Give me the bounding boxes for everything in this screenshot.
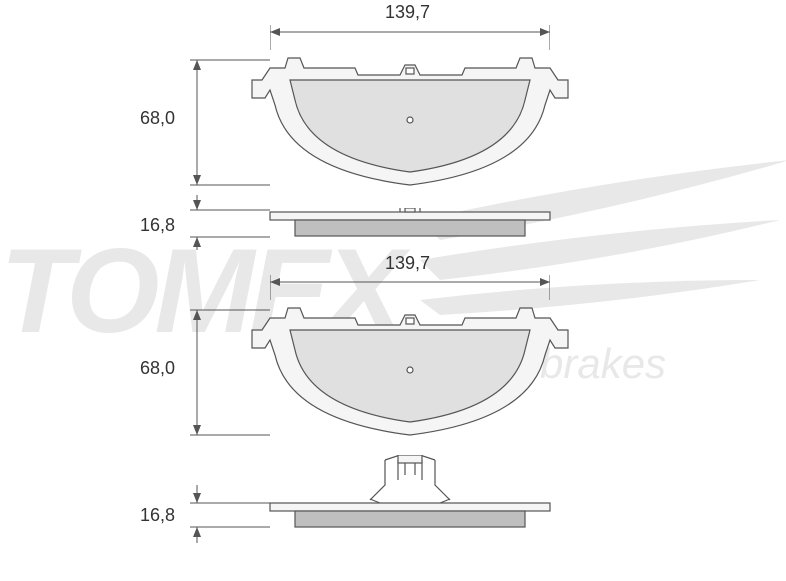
brake-pad-top-front	[250, 50, 570, 195]
dim-width-top: 139,7	[385, 2, 430, 23]
dim-line-width-bottom	[270, 270, 550, 300]
dim-thickness-top: 16,8	[140, 215, 175, 236]
dim-line-thickness-top	[185, 195, 270, 250]
brake-pad-bottom-front	[250, 300, 570, 445]
brake-pad-top-side	[250, 208, 570, 240]
dim-height-bottom: 68,0	[140, 358, 175, 379]
dim-line-thickness-bottom	[185, 485, 270, 545]
brake-pad-bottom-side	[250, 455, 570, 535]
dim-thickness-bottom: 16,8	[140, 505, 175, 526]
dim-height-top: 68,0	[140, 108, 175, 129]
dim-line-width-top	[270, 20, 550, 50]
dim-width-bottom: 139,7	[385, 253, 430, 274]
dim-line-height-bottom	[185, 305, 270, 440]
dim-line-height-top	[185, 55, 270, 190]
